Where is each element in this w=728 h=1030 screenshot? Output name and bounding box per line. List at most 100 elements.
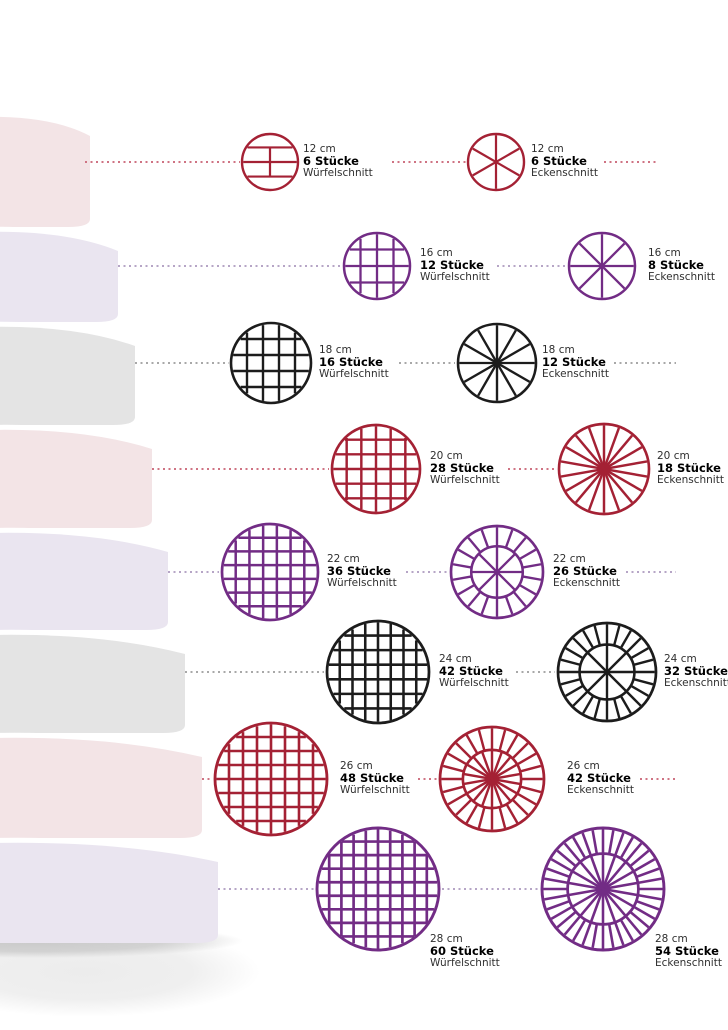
cut-method-label: Eckenschnitt xyxy=(553,576,620,589)
cake-tier-1 xyxy=(0,116,90,227)
dotted-leader-line xyxy=(614,362,676,364)
wuerfelschnitt-circle-20cm xyxy=(329,422,423,516)
dotted-leader-line xyxy=(168,571,219,573)
pieces-label: 28 Stücke xyxy=(430,460,494,475)
size-label: 18 cm xyxy=(319,344,352,356)
dotted-leader-line xyxy=(399,362,455,364)
cake-tier-2 xyxy=(0,231,118,322)
dotted-leader-line xyxy=(185,671,324,673)
cut-method-label: Würfelschnitt xyxy=(327,576,397,589)
pieces-label: 36 Stücke xyxy=(327,563,391,578)
pieces-label: 6 Stücke xyxy=(303,153,359,168)
wuerfelschnitt-label-18cm: 18 cm 16 Stücke Würfelschnitt xyxy=(319,344,389,380)
cut-method-label: Würfelschnitt xyxy=(303,166,373,179)
size-label: 28 cm xyxy=(655,933,688,945)
size-label: 28 cm xyxy=(430,933,463,945)
eckenschnitt-circle-28cm xyxy=(539,825,667,953)
eckenschnitt-circle-22cm xyxy=(448,523,546,621)
size-label: 16 cm xyxy=(648,247,681,259)
pieces-label: 18 Stücke xyxy=(657,460,721,475)
dotted-leader-line xyxy=(516,671,555,673)
cut-method-label: Würfelschnitt xyxy=(439,676,509,689)
pieces-label: 42 Stücke xyxy=(567,770,631,785)
cut-method-label: Eckenschnitt xyxy=(657,473,724,486)
pieces-label: 8 Stücke xyxy=(648,257,704,272)
pieces-label: 48 Stücke xyxy=(340,770,404,785)
dotted-leader-line xyxy=(640,778,676,780)
wuerfelschnitt-circle-12cm xyxy=(239,131,301,193)
size-label: 16 cm xyxy=(420,247,453,259)
eckenschnitt-circle-16cm xyxy=(566,230,638,302)
dotted-leader-line xyxy=(85,161,240,163)
wuerfelschnitt-label-20cm: 20 cm 28 Stücke Würfelschnitt xyxy=(430,450,500,486)
size-label: 22 cm xyxy=(553,553,586,565)
dotted-leader-line xyxy=(218,888,314,890)
pieces-label: 42 Stücke xyxy=(439,663,503,678)
dotted-leader-line xyxy=(604,161,658,163)
cut-method-label: Würfelschnitt xyxy=(430,473,500,486)
eckenschnitt-circle-20cm xyxy=(556,421,652,517)
cut-method-label: Eckenschnitt xyxy=(648,270,715,283)
size-label: 20 cm xyxy=(657,450,690,462)
wuerfelschnitt-circle-22cm xyxy=(219,521,321,623)
wuerfelschnitt-circle-18cm xyxy=(228,320,314,406)
wuerfelschnitt-circle-24cm xyxy=(324,618,432,726)
size-label: 12 cm xyxy=(303,143,336,155)
size-label: 26 cm xyxy=(340,760,373,772)
dotted-leader-line xyxy=(392,161,466,163)
size-label: 18 cm xyxy=(542,344,575,356)
cut-method-label: Eckenschnitt xyxy=(542,367,609,380)
cut-method-label: Eckenschnitt xyxy=(567,783,634,796)
eckenschnitt-label-18cm: 18 cm 12 Stücke Eckenschnitt xyxy=(542,344,609,380)
eckenschnitt-circle-26cm xyxy=(437,724,547,834)
eckenschnitt-circle-12cm xyxy=(465,131,527,193)
pieces-label: 60 Stücke xyxy=(430,943,494,958)
eckenschnitt-label-20cm: 20 cm 18 Stücke Eckenschnitt xyxy=(657,450,724,486)
tiered-cake-illustration xyxy=(0,116,260,1017)
dotted-leader-line xyxy=(418,778,437,780)
wuerfelschnitt-label-12cm: 12 cm 6 Stücke Würfelschnitt xyxy=(303,143,373,179)
dotted-leader-line xyxy=(152,468,329,470)
cake-tier-4 xyxy=(0,429,152,528)
cut-method-label: Würfelschnitt xyxy=(340,783,410,796)
pieces-label: 32 Stücke xyxy=(664,663,728,678)
wuerfelschnitt-circle-28cm xyxy=(314,825,442,953)
dotted-leader-line xyxy=(626,571,676,573)
cut-method-label: Würfelschnitt xyxy=(420,270,490,283)
wuerfelschnitt-label-24cm: 24 cm 42 Stücke Würfelschnitt xyxy=(439,653,509,689)
dotted-leader-line xyxy=(118,265,342,267)
cut-method-label: Eckenschnitt xyxy=(655,956,722,969)
size-label: 20 cm xyxy=(430,450,463,462)
cake-tier-3 xyxy=(0,326,135,425)
size-label: 22 cm xyxy=(327,553,360,565)
pieces-label: 6 Stücke xyxy=(531,153,587,168)
eckenschnitt-label-16cm: 16 cm 8 Stücke Eckenschnitt xyxy=(648,247,715,283)
cake-tier-5 xyxy=(0,532,168,630)
cut-method-label: Würfelschnitt xyxy=(430,956,500,969)
size-label: 24 cm xyxy=(664,653,697,665)
wuerfelschnitt-circle-16cm xyxy=(341,230,413,302)
pieces-label: 12 Stücke xyxy=(542,354,606,369)
eckenschnitt-label-28cm: 28 cm 54 Stücke Eckenschnitt xyxy=(655,933,722,969)
cut-method-label: Eckenschnitt xyxy=(664,676,728,689)
eckenschnitt-circle-18cm xyxy=(455,321,539,405)
cake-tier-8 xyxy=(0,842,218,943)
pieces-label: 12 Stücke xyxy=(420,257,484,272)
wuerfelschnitt-label-22cm: 22 cm 36 Stücke Würfelschnitt xyxy=(327,553,397,589)
eckenschnitt-label-22cm: 22 cm 26 Stücke Eckenschnitt xyxy=(553,553,620,589)
dotted-leader-line xyxy=(442,888,539,890)
dotted-leader-line xyxy=(406,571,448,573)
cut-method-label: Eckenschnitt xyxy=(531,166,598,179)
wuerfelschnitt-label-28cm: 28 cm 60 Stücke Würfelschnitt xyxy=(430,933,500,969)
cut-method-label: Würfelschnitt xyxy=(319,367,389,380)
size-label: 24 cm xyxy=(439,653,472,665)
pieces-label: 16 Stücke xyxy=(319,354,383,369)
pieces-label: 54 Stücke xyxy=(655,943,719,958)
dotted-leader-line xyxy=(508,468,556,470)
wuerfelschnitt-label-26cm: 26 cm 48 Stücke Würfelschnitt xyxy=(340,760,410,796)
size-label: 26 cm xyxy=(567,760,600,772)
eckenschnitt-label-12cm: 12 cm 6 Stücke Eckenschnitt xyxy=(531,143,598,179)
dotted-leader-line xyxy=(202,778,212,780)
eckenschnitt-circle-24cm xyxy=(555,620,659,724)
